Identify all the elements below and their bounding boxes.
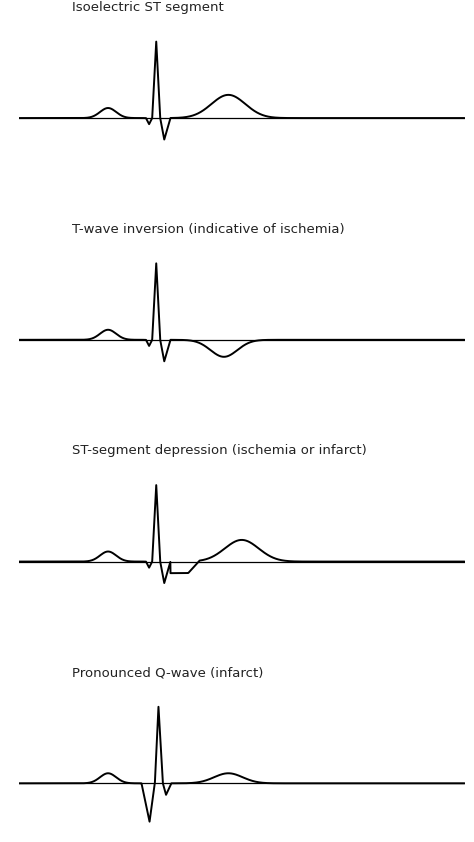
- Text: T-wave inversion (indicative of ischemia): T-wave inversion (indicative of ischemia…: [73, 222, 345, 236]
- Text: Isoelectric ST segment: Isoelectric ST segment: [73, 1, 224, 13]
- Text: Pronounced Q-wave (infarct): Pronounced Q-wave (infarct): [73, 666, 264, 679]
- Text: ST-segment depression (ischemia or infarct): ST-segment depression (ischemia or infar…: [73, 445, 367, 457]
